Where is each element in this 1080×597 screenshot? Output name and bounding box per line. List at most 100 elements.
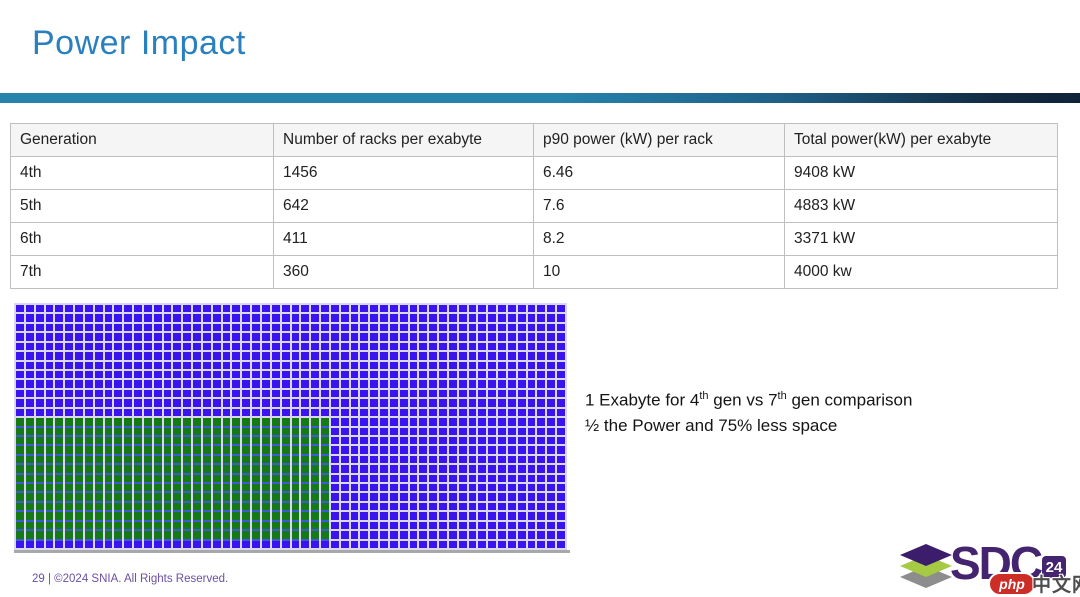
- rack-cell-4th-gen: [429, 484, 438, 492]
- rack-cell-4th-gen: [321, 333, 329, 341]
- rack-cell-7th-gen: [222, 427, 231, 435]
- rack-cell-4th-gen: [419, 380, 428, 388]
- rack-cell-4th-gen: [350, 361, 359, 369]
- rack-cell-4th-gen: [389, 512, 398, 520]
- table-cell: 5th: [10, 189, 274, 223]
- rack-cell-4th-gen: [25, 361, 34, 369]
- rack-cell-4th-gen: [507, 484, 516, 492]
- rack-cell-4th-gen: [517, 408, 526, 417]
- rack-cell-4th-gen: [202, 370, 211, 379]
- rack-cell-4th-gen: [488, 418, 497, 426]
- rack-cell-7th-gen: [94, 446, 103, 454]
- rack-cell-4th-gen: [55, 361, 64, 369]
- rack-cell-4th-gen: [389, 418, 398, 426]
- rack-cell-4th-gen: [75, 323, 83, 332]
- rack-cell-4th-gen: [360, 408, 369, 417]
- rack-cell-7th-gen: [55, 512, 64, 520]
- rack-cell-7th-gen: [114, 465, 123, 473]
- rack-cell-4th-gen: [547, 531, 556, 539]
- rack-cell-4th-gen: [114, 399, 123, 407]
- rack-cell-4th-gen: [16, 342, 24, 351]
- rack-cell-4th-gen: [35, 380, 44, 388]
- rack-cell-4th-gen: [75, 370, 83, 379]
- rack-cell-4th-gen: [134, 370, 142, 379]
- rack-cell-4th-gen: [547, 521, 556, 530]
- rack-cell-4th-gen: [439, 370, 447, 379]
- rack-cell-4th-gen: [124, 540, 133, 548]
- rack-cell-4th-gen: [389, 493, 398, 501]
- rack-cell-4th-gen: [537, 427, 546, 435]
- rack-cell-4th-gen: [488, 512, 497, 520]
- rack-cell-4th-gen: [330, 370, 339, 379]
- table-header-cell: Number of racks per exabyte: [273, 123, 534, 157]
- rack-cell-4th-gen: [222, 408, 231, 417]
- rack-cell-4th-gen: [547, 370, 556, 379]
- rack-cell-4th-gen: [183, 361, 192, 369]
- rack-cell-4th-gen: [65, 380, 74, 388]
- rack-cell-4th-gen: [429, 361, 438, 369]
- rack-cell-4th-gen: [163, 323, 172, 332]
- rack-cell-4th-gen: [448, 465, 457, 473]
- rack-cell-7th-gen: [242, 436, 251, 445]
- rack-cell-4th-gen: [153, 540, 162, 548]
- rack-cell-7th-gen: [114, 474, 123, 483]
- rack-cell-4th-gen: [311, 352, 320, 360]
- rack-cell-7th-gen: [232, 502, 241, 511]
- table-cell: 4883 kW: [784, 189, 1058, 223]
- rack-cell-4th-gen: [537, 540, 546, 548]
- rack-cell-4th-gen: [153, 370, 162, 379]
- rack-cell-7th-gen: [212, 446, 221, 454]
- rack-cell-4th-gen: [458, 427, 467, 435]
- rack-cell-4th-gen: [419, 333, 428, 341]
- rack-cell-7th-gen: [84, 465, 93, 473]
- rack-cell-4th-gen: [35, 352, 44, 360]
- rack-cell-4th-gen: [507, 436, 516, 445]
- rack-cell-4th-gen: [232, 361, 241, 369]
- rack-cell-7th-gen: [25, 493, 34, 501]
- rack-cell-7th-gen: [75, 502, 83, 511]
- rack-cell-7th-gen: [183, 502, 192, 511]
- rack-cell-4th-gen: [507, 380, 516, 388]
- rack-cell-4th-gen: [507, 427, 516, 435]
- rack-cell-4th-gen: [547, 389, 556, 398]
- rack-cell-7th-gen: [114, 484, 123, 492]
- rack-cell-4th-gen: [104, 408, 113, 417]
- rack-cell-4th-gen: [419, 352, 428, 360]
- rack-cell-4th-gen: [202, 352, 211, 360]
- rack-cell-4th-gen: [153, 352, 162, 360]
- rack-cell-4th-gen: [399, 418, 408, 426]
- rack-cell-4th-gen: [409, 446, 418, 454]
- rack-cell-4th-gen: [291, 342, 300, 351]
- rack-cell-7th-gen: [202, 493, 211, 501]
- rack-cell-7th-gen: [291, 502, 300, 511]
- rack-cell-4th-gen: [124, 399, 133, 407]
- rack-cell-4th-gen: [399, 389, 408, 398]
- rack-cell-4th-gen: [252, 352, 260, 360]
- rack-cell-4th-gen: [212, 399, 221, 407]
- table-cell: 10: [533, 255, 785, 289]
- rack-cell-4th-gen: [360, 352, 369, 360]
- rack-cell-4th-gen: [45, 314, 54, 322]
- rack-cell-4th-gen: [448, 493, 457, 501]
- rack-cell-4th-gen: [527, 305, 536, 313]
- rack-cell-4th-gen: [507, 399, 516, 407]
- rack-cell-7th-gen: [232, 521, 241, 530]
- rack-cell-4th-gen: [360, 474, 369, 483]
- rack-cell-4th-gen: [25, 389, 34, 398]
- rack-cell-4th-gen: [350, 531, 359, 539]
- rack-cell-4th-gen: [75, 399, 83, 407]
- rack-cell-4th-gen: [380, 531, 388, 539]
- rack-cell-7th-gen: [173, 418, 182, 426]
- rack-cell-4th-gen: [488, 352, 497, 360]
- rack-cell-4th-gen: [350, 493, 359, 501]
- rack-cell-4th-gen: [409, 465, 418, 473]
- rack-cell-7th-gen: [311, 427, 320, 435]
- comparison-note: 1 Exabyte for 4th gen vs 7th gen compari…: [585, 384, 912, 438]
- rack-cell-7th-gen: [153, 474, 162, 483]
- rack-cell-4th-gen: [124, 361, 133, 369]
- rack-cell-4th-gen: [488, 474, 497, 483]
- rack-cell-4th-gen: [183, 408, 192, 417]
- rack-cell-4th-gen: [498, 493, 506, 501]
- rack-cell-7th-gen: [143, 521, 152, 530]
- rack-cell-4th-gen: [291, 389, 300, 398]
